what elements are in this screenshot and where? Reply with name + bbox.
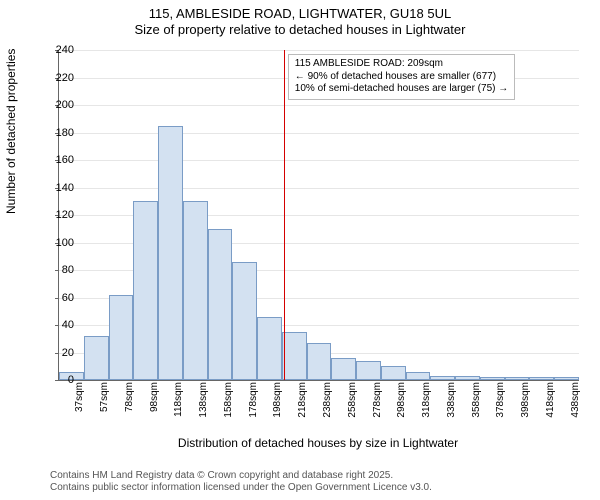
- callout-line-2: ← 90% of detached houses are smaller (67…: [295, 71, 508, 84]
- xtick-label: 298sqm: [396, 382, 407, 442]
- gridline: [59, 50, 579, 51]
- histogram-bar: [480, 377, 505, 380]
- histogram-bar: [257, 317, 282, 380]
- histogram-bar: [109, 295, 134, 380]
- gridline: [59, 105, 579, 106]
- histogram-bar: [356, 361, 381, 380]
- xtick-label: 198sqm: [272, 382, 283, 442]
- y-axis-label: Number of detached properties: [4, 49, 18, 214]
- xtick-label: 378sqm: [495, 382, 506, 442]
- marker-line: [284, 50, 285, 380]
- ytick-label: 160: [34, 154, 74, 166]
- xtick-label: 278sqm: [372, 382, 383, 442]
- footer-attribution: Contains HM Land Registry data © Crown c…: [50, 470, 432, 494]
- ytick-label: 60: [34, 292, 74, 304]
- footer-line-2: Contains public sector information licen…: [50, 482, 432, 494]
- histogram-bar: [455, 376, 480, 380]
- marker-callout: 115 AMBLESIDE ROAD: 209sqm ← 90% of deta…: [288, 54, 515, 100]
- xtick-label: 398sqm: [520, 382, 531, 442]
- ytick-label: 0: [34, 374, 74, 386]
- footer-line-1: Contains HM Land Registry data © Crown c…: [50, 470, 432, 482]
- xtick-label: 218sqm: [297, 382, 308, 442]
- xtick-label: 158sqm: [223, 382, 234, 442]
- xtick-label: 138sqm: [198, 382, 209, 442]
- ytick-label: 200: [34, 99, 74, 111]
- xtick-label: 358sqm: [471, 382, 482, 442]
- ytick-label: 100: [34, 237, 74, 249]
- title-line-2: Size of property relative to detached ho…: [0, 22, 600, 38]
- ytick-label: 120: [34, 209, 74, 221]
- title-line-1: 115, AMBLESIDE ROAD, LIGHTWATER, GU18 5U…: [0, 6, 600, 22]
- xtick-label: 178sqm: [248, 382, 259, 442]
- xtick-label: 258sqm: [347, 382, 358, 442]
- callout-line-1: 115 AMBLESIDE ROAD: 209sqm: [295, 58, 508, 71]
- xtick-label: 57sqm: [99, 382, 110, 442]
- ytick-label: 220: [34, 72, 74, 84]
- xtick-label: 118sqm: [173, 382, 184, 442]
- ytick-label: 240: [34, 44, 74, 56]
- xtick-label: 318sqm: [421, 382, 432, 442]
- histogram-bar: [529, 377, 554, 380]
- histogram-bar: [406, 372, 431, 380]
- histogram-bar: [505, 377, 530, 380]
- xtick-label: 438sqm: [570, 382, 581, 442]
- chart-container: Number of detached properties 115 AMBLES…: [0, 42, 600, 462]
- chart-title-block: 115, AMBLESIDE ROAD, LIGHTWATER, GU18 5U…: [0, 0, 600, 39]
- histogram-bar: [307, 343, 332, 380]
- ytick-label: 20: [34, 347, 74, 359]
- histogram-bar: [554, 377, 579, 380]
- xtick-label: 418sqm: [545, 382, 556, 442]
- histogram-bar: [282, 332, 307, 380]
- gridline: [59, 188, 579, 189]
- gridline: [59, 160, 579, 161]
- histogram-bar: [381, 366, 406, 380]
- callout-line-3: 10% of semi-detached houses are larger (…: [295, 83, 508, 96]
- xtick-label: 238sqm: [322, 382, 333, 442]
- histogram-bar: [183, 201, 208, 380]
- histogram-bar: [232, 262, 257, 380]
- histogram-bar: [331, 358, 356, 380]
- ytick-label: 140: [34, 182, 74, 194]
- xtick-label: 338sqm: [446, 382, 457, 442]
- histogram-bar: [133, 201, 158, 380]
- histogram-bar: [430, 376, 455, 380]
- xtick-label: 98sqm: [149, 382, 160, 442]
- ytick-label: 180: [34, 127, 74, 139]
- ytick-label: 80: [34, 264, 74, 276]
- plot-area: 115 AMBLESIDE ROAD: 209sqm ← 90% of deta…: [58, 50, 579, 381]
- histogram-bar: [208, 229, 233, 380]
- xtick-label: 78sqm: [124, 382, 135, 442]
- gridline: [59, 133, 579, 134]
- ytick-label: 40: [34, 319, 74, 331]
- histogram-bar: [84, 336, 109, 380]
- histogram-bar: [158, 126, 183, 380]
- xtick-label: 37sqm: [74, 382, 85, 442]
